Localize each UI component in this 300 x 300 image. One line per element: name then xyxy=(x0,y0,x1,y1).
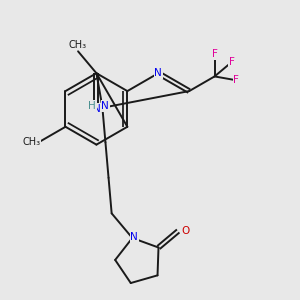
Text: N: N xyxy=(93,104,100,114)
Text: N: N xyxy=(101,101,109,111)
Text: H: H xyxy=(88,101,96,111)
Text: N: N xyxy=(154,68,162,78)
Text: CH₃: CH₃ xyxy=(22,137,40,147)
Text: N: N xyxy=(130,232,138,242)
Text: F: F xyxy=(233,75,239,85)
Text: F: F xyxy=(212,49,218,59)
Text: O: O xyxy=(181,226,190,236)
Text: CH₃: CH₃ xyxy=(68,40,86,50)
Text: F: F xyxy=(229,57,235,67)
